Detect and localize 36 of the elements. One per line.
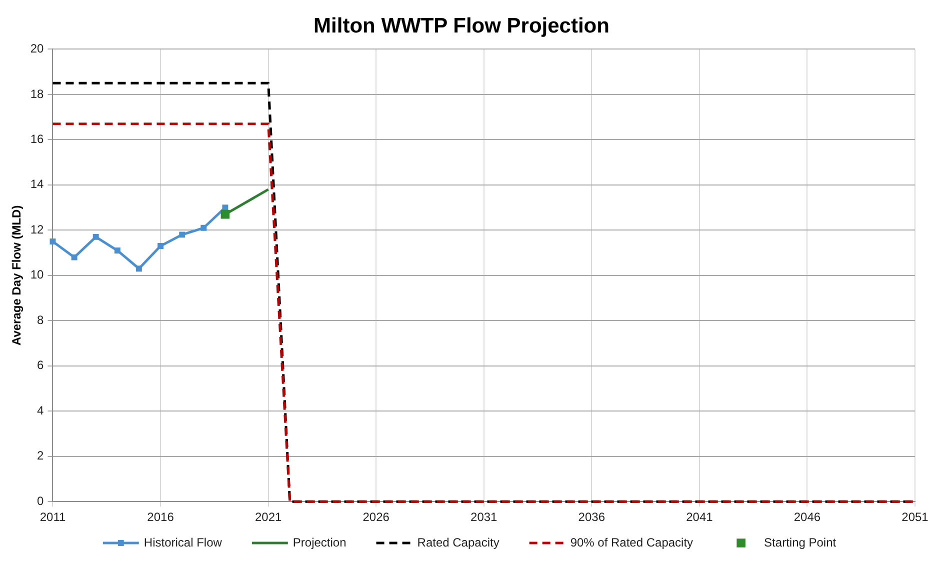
y-tick-label: 6: [37, 358, 44, 372]
y-tick-label: 10: [30, 268, 44, 282]
y-tick-label: 4: [37, 403, 44, 418]
y-tick-label: 18: [30, 86, 44, 101]
point: [158, 243, 164, 249]
x-tick-label: 2036: [578, 510, 606, 524]
legend-label: Historical Flow: [144, 535, 222, 550]
y-tick-label: 8: [37, 312, 44, 327]
point: [92, 234, 99, 240]
x-tick-label: 2016: [147, 510, 174, 524]
chart-title: Milton WWTP Flow Projection: [314, 14, 610, 38]
point: [71, 254, 78, 260]
x-tick-label: 2051: [902, 510, 929, 524]
x-tick-label: 2041: [686, 510, 714, 524]
y-tick-label: 16: [30, 132, 44, 146]
legend-label: 90% of Rated Capacity: [570, 535, 694, 550]
legend-label: Rated Capacity: [417, 535, 500, 550]
y-tick-label: 2: [37, 448, 44, 463]
y-tick-label: 12: [30, 222, 44, 236]
point: [136, 266, 142, 272]
y-axis-title: Average Day Flow (MLD): [10, 205, 24, 346]
point: [220, 210, 230, 219]
x-tick-label: 2026: [362, 510, 390, 524]
point: [179, 232, 186, 238]
legend-label: Starting Point: [764, 535, 837, 550]
point: [114, 248, 120, 254]
point: [50, 238, 56, 244]
y-tick-label: 0: [37, 494, 44, 508]
y-tick-label: 20: [30, 42, 44, 56]
x-tick-label: 2011: [40, 510, 66, 524]
legend-label: Projection: [292, 535, 346, 550]
x-tick-label: 2021: [254, 510, 282, 524]
point: [200, 224, 207, 231]
x-tick-label: 2046: [794, 510, 821, 524]
x-tick-label: 2031: [470, 510, 498, 524]
y-tick-label: 14: [30, 177, 44, 192]
